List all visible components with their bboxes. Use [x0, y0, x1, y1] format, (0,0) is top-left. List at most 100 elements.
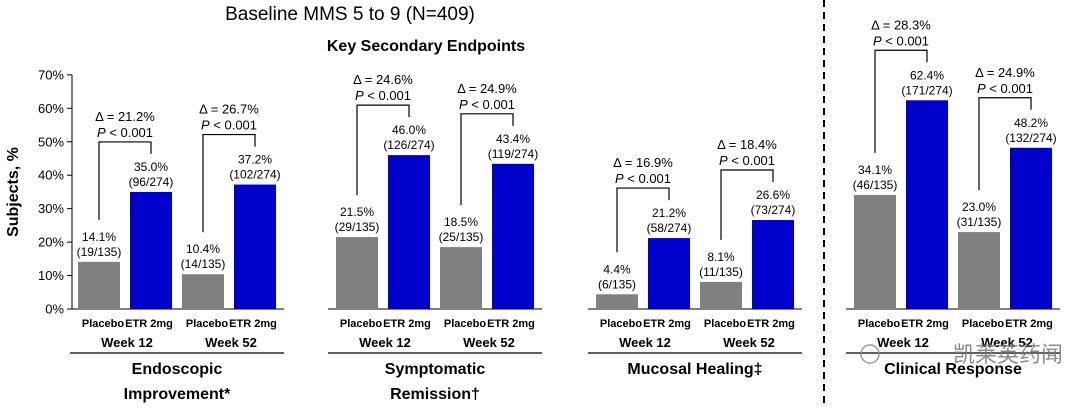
- week-label: Week 12: [877, 335, 929, 350]
- p-value-symbol: P: [719, 153, 728, 168]
- p-value-text: < 0.001: [728, 153, 775, 168]
- y-tick-label: 50%: [38, 134, 64, 149]
- week-label: Week 52: [205, 335, 257, 350]
- data-label-placebo-n: (29/135): [335, 220, 380, 234]
- p-value-symbol: P: [97, 125, 106, 140]
- bar-placebo: [440, 247, 482, 309]
- bar-etr: [752, 220, 794, 309]
- p-value-text: < 0.001: [106, 125, 153, 140]
- p-value-symbol: P: [355, 88, 364, 103]
- data-label-etr-n: (132/274): [1005, 131, 1056, 145]
- x-tick-label-etr: ETR 2mg: [125, 318, 173, 330]
- bar-placebo: [854, 194, 896, 309]
- data-label-etr-pct: 43.4%: [496, 132, 530, 146]
- significance-bracket: [978, 97, 1032, 191]
- data-label-etr-n: (119/274): [488, 147, 538, 161]
- data-label-placebo-n: (31/135): [957, 215, 1002, 229]
- x-tick-label-etr: ETR 2mg: [383, 318, 431, 330]
- y-tick-label: 70%: [38, 67, 64, 82]
- p-value-label: P < 0.001: [201, 118, 257, 133]
- delta-label: Δ = 24.6%: [353, 72, 413, 87]
- delta-label: Δ = 28.3%: [871, 17, 931, 32]
- y-tick-label: 0%: [45, 302, 64, 317]
- endpoint-label: Clinical Response: [884, 361, 1022, 378]
- bar-etr: [648, 238, 690, 309]
- delta-label: Δ = 16.9%: [613, 155, 673, 170]
- delta-label: Δ = 18.4%: [717, 137, 777, 152]
- bar-placebo: [958, 232, 1000, 309]
- p-value-text: < 0.001: [364, 88, 411, 103]
- endpoint-label: Endoscopic: [132, 361, 223, 378]
- chart-title: Baseline MMS 5 to 9 (N=409): [225, 4, 475, 25]
- delta-label: Δ = 24.9%: [457, 81, 517, 96]
- y-tick-label: 10%: [38, 268, 64, 283]
- significance-bracket: [460, 113, 514, 206]
- x-tick-label-etr: ETR 2mg: [487, 318, 535, 330]
- endpoint-label: Remission†: [390, 386, 480, 403]
- x-tick-label-placebo: Placebo: [704, 318, 746, 330]
- delta-label: Δ = 21.2%: [95, 109, 155, 124]
- p-value-text: < 0.001: [468, 97, 515, 112]
- data-label-etr-pct: 35.0%: [134, 160, 168, 174]
- wechat-icon: [860, 344, 880, 364]
- x-tick-label-etr: ETR 2mg: [1005, 318, 1053, 330]
- significance-bracket: [720, 169, 774, 240]
- data-label-etr-pct: 62.4%: [910, 68, 944, 82]
- bar-etr: [906, 100, 948, 309]
- week-label: Week 12: [619, 335, 671, 350]
- data-label-placebo-pct: 21.5%: [340, 205, 374, 219]
- data-label-placebo-n: (11/135): [699, 265, 743, 279]
- significance-bracket: [202, 133, 256, 233]
- x-tick-label-etr: ETR 2mg: [229, 318, 277, 330]
- p-value-text: < 0.001: [882, 33, 929, 48]
- p-value-symbol: P: [615, 171, 624, 186]
- x-tick-label-placebo: Placebo: [444, 318, 486, 330]
- week-label: Week 12: [359, 335, 411, 350]
- significance-bracket: [874, 49, 928, 153]
- y-tick-label: 20%: [38, 235, 64, 250]
- data-label-placebo-pct: 34.1%: [858, 163, 892, 177]
- bar-etr: [1010, 147, 1052, 309]
- data-label-etr-pct: 37.2%: [238, 153, 272, 167]
- data-label-etr-n: (73/274): [751, 203, 796, 217]
- p-value-symbol: P: [459, 97, 468, 112]
- p-value-label: P < 0.001: [355, 88, 411, 103]
- data-label-etr-n: (96/274): [129, 175, 174, 189]
- bar-etr: [234, 184, 276, 309]
- x-tick-label-placebo: Placebo: [858, 318, 900, 330]
- p-value-text: < 0.001: [986, 81, 1033, 96]
- data-label-placebo-pct: 10.4%: [186, 242, 220, 256]
- data-label-etr-n: (171/274): [901, 83, 952, 97]
- y-tick-label: 40%: [38, 168, 64, 183]
- data-label-etr-n: (126/274): [383, 138, 434, 152]
- x-tick-label-placebo: Placebo: [82, 318, 124, 330]
- bar-placebo: [596, 294, 638, 309]
- watermark: 凯莱英药闻: [860, 343, 1063, 368]
- data-label-placebo-n: (25/135): [439, 230, 484, 244]
- bar-placebo: [336, 237, 378, 309]
- p-value-label: P < 0.001: [719, 153, 775, 168]
- week-label: Week 52: [981, 335, 1033, 350]
- bar-etr: [388, 155, 430, 309]
- week-label: Week 52: [723, 335, 775, 350]
- data-label-placebo-pct: 8.1%: [707, 250, 735, 264]
- bar-etr: [492, 163, 534, 309]
- data-label-etr-pct: 46.0%: [392, 123, 426, 137]
- x-tick-label-etr: ETR 2mg: [747, 318, 795, 330]
- x-tick-label-placebo: Placebo: [600, 318, 642, 330]
- p-value-label: P < 0.001: [97, 125, 153, 140]
- watermark-text: 凯莱英药闻: [953, 343, 1063, 368]
- data-label-etr-pct: 21.2%: [652, 206, 686, 220]
- p-value-symbol: P: [201, 118, 210, 133]
- endpoint-label: Mucosal Healing‡: [627, 361, 762, 378]
- data-label-placebo-pct: 23.0%: [962, 200, 996, 214]
- p-value-label: P < 0.001: [977, 81, 1033, 96]
- x-tick-label-placebo: Placebo: [186, 318, 228, 330]
- data-label-placebo-n: (19/135): [77, 245, 122, 259]
- data-label-placebo-n: (46/135): [853, 178, 898, 192]
- data-label-etr-pct: 48.2%: [1014, 116, 1048, 130]
- significance-bracket: [98, 141, 152, 220]
- data-label-etr-pct: 26.6%: [756, 188, 790, 202]
- p-value-text: < 0.001: [210, 118, 257, 133]
